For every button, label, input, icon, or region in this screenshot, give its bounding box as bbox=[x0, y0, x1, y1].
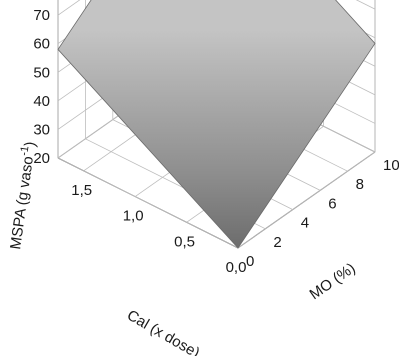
z-tick-label: 50 bbox=[33, 64, 50, 81]
surface-plane bbox=[57, 0, 376, 249]
z-axis-title-main: MSPA (g vaso bbox=[7, 155, 37, 250]
y-tick-label: 2 bbox=[273, 234, 281, 251]
z-tick-label: 40 bbox=[33, 93, 50, 110]
x-axis-title: Cal (x dose) bbox=[124, 307, 203, 356]
y-tick-label: 10 bbox=[383, 157, 399, 174]
grid-line bbox=[57, 157, 239, 249]
surface bbox=[57, 0, 376, 249]
z-tick-label: 30 bbox=[33, 121, 50, 138]
z-axis-title-suffix: ) bbox=[22, 141, 40, 148]
y-tick-label: 8 bbox=[356, 176, 364, 193]
z-tick-label: 70 bbox=[33, 7, 50, 24]
grid-line bbox=[237, 151, 376, 249]
x-tick-label: 0,5 bbox=[174, 233, 195, 250]
y-axis-title: MO (%) bbox=[307, 260, 359, 304]
z-tick-label: 60 bbox=[33, 36, 50, 53]
y-tick-label: 0 bbox=[246, 253, 254, 270]
x-tick-label: 0,0 bbox=[226, 259, 247, 276]
y-tick-label: 4 bbox=[301, 215, 309, 232]
x-tick-label: 1,0 bbox=[123, 208, 144, 225]
z-tick-label: 20 bbox=[33, 150, 50, 167]
x-tick-label: 1,5 bbox=[71, 182, 92, 199]
z-axis-title-sup: -1 bbox=[18, 145, 31, 156]
y-tick-label: 6 bbox=[328, 195, 336, 212]
